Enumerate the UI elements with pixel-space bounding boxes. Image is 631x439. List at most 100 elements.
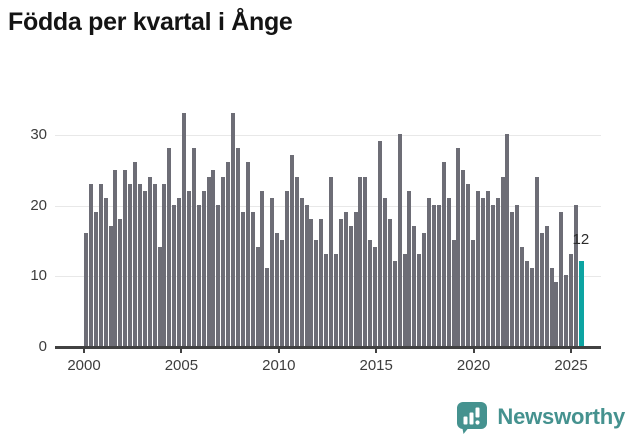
bar bbox=[147, 176, 152, 346]
bar bbox=[142, 190, 147, 346]
bar bbox=[240, 211, 245, 346]
bar bbox=[392, 261, 397, 346]
bar bbox=[520, 247, 525, 346]
x-tick-label: 2015 bbox=[359, 357, 393, 374]
bar bbox=[382, 197, 387, 346]
bar bbox=[422, 233, 427, 346]
highlighted-bar bbox=[578, 261, 584, 346]
bar bbox=[329, 176, 333, 346]
bar bbox=[436, 204, 441, 346]
bar bbox=[338, 218, 343, 346]
bar bbox=[368, 240, 373, 346]
bar bbox=[431, 204, 436, 346]
bar bbox=[231, 113, 235, 346]
bar bbox=[245, 162, 250, 346]
bar bbox=[397, 134, 402, 346]
bar bbox=[84, 233, 88, 346]
bar bbox=[182, 113, 186, 346]
bar bbox=[353, 211, 358, 346]
y-tick-label: 0 bbox=[38, 338, 47, 355]
x-tick-label: 2010 bbox=[262, 357, 296, 374]
bar bbox=[118, 218, 123, 346]
bar bbox=[544, 226, 549, 346]
bar bbox=[559, 211, 564, 346]
bar bbox=[265, 268, 270, 346]
y-tick-label: 30 bbox=[30, 126, 47, 144]
bar bbox=[88, 183, 93, 346]
bar-chart: 2000 2005 2010 2015 2020 2025 0 10 20 30 12 bbox=[30, 107, 601, 374]
bar bbox=[446, 197, 451, 346]
bar bbox=[456, 148, 461, 346]
x-tick bbox=[277, 347, 280, 353]
x-axis-line bbox=[55, 346, 601, 349]
gridline bbox=[55, 205, 601, 207]
bar bbox=[255, 247, 260, 346]
bar bbox=[93, 211, 98, 346]
bar bbox=[309, 218, 314, 346]
bar bbox=[186, 190, 191, 346]
bar bbox=[495, 197, 500, 346]
bar bbox=[574, 204, 578, 346]
bar bbox=[569, 254, 574, 346]
bar bbox=[324, 254, 329, 346]
bar bbox=[378, 141, 382, 346]
bar bbox=[284, 190, 289, 346]
bar bbox=[260, 190, 265, 346]
x-tick bbox=[375, 347, 378, 353]
bar bbox=[152, 183, 157, 346]
bar bbox=[451, 240, 456, 346]
bar bbox=[387, 218, 392, 346]
bar bbox=[103, 197, 108, 346]
bar bbox=[221, 176, 226, 346]
x-tick-label: 2025 bbox=[554, 357, 588, 374]
bar bbox=[289, 155, 294, 346]
bar bbox=[529, 268, 534, 346]
bar bbox=[196, 204, 201, 346]
x-tick bbox=[180, 347, 183, 353]
bar bbox=[500, 176, 505, 346]
bar bbox=[162, 183, 167, 346]
bar bbox=[485, 190, 490, 346]
bar bbox=[137, 183, 142, 346]
bar bbox=[133, 162, 137, 346]
last-value-label: 12 bbox=[572, 231, 590, 249]
bar bbox=[113, 169, 118, 346]
bar bbox=[510, 211, 515, 346]
bar bbox=[471, 240, 476, 346]
gridline bbox=[55, 135, 601, 137]
y-tick-label: 20 bbox=[30, 196, 47, 214]
x-tick bbox=[472, 347, 475, 353]
bar bbox=[441, 162, 446, 346]
bar bbox=[314, 240, 319, 346]
bar bbox=[275, 233, 280, 346]
bar bbox=[490, 204, 495, 346]
x-tick bbox=[570, 347, 572, 353]
bar bbox=[534, 176, 539, 346]
bar bbox=[554, 282, 559, 346]
bar bbox=[108, 226, 113, 346]
bar bbox=[466, 183, 471, 346]
bar bbox=[417, 254, 422, 346]
bar bbox=[461, 169, 466, 346]
bar bbox=[319, 218, 324, 346]
chart-title: Födda per kvartal i Ånge bbox=[8, 8, 293, 36]
bar bbox=[250, 211, 255, 346]
bar bbox=[358, 176, 363, 346]
bar bbox=[564, 275, 569, 346]
bar bbox=[539, 233, 544, 346]
bar bbox=[407, 190, 412, 346]
plot-area: 2000 2005 2010 2015 2020 2025 bbox=[55, 107, 601, 374]
bar bbox=[177, 197, 182, 346]
bar bbox=[373, 247, 378, 346]
x-tick bbox=[83, 347, 85, 353]
brand-name: Newsworthy bbox=[497, 404, 625, 429]
x-tick-label: 2000 bbox=[67, 357, 101, 374]
bar bbox=[476, 190, 480, 346]
brand-footer: Newsworthy bbox=[455, 399, 625, 435]
y-tick-label: 10 bbox=[30, 267, 47, 285]
bar bbox=[123, 169, 128, 346]
bar bbox=[549, 268, 554, 346]
bar bbox=[299, 197, 304, 346]
bar bbox=[201, 190, 206, 346]
